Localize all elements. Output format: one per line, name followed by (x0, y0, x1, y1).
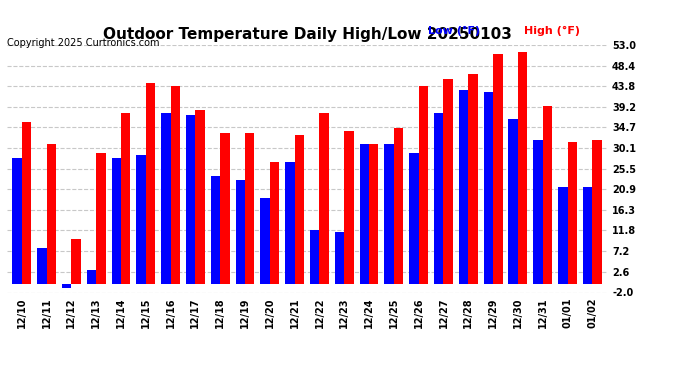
Bar (459, 90, 469, 284)
Bar (137, 155, 146, 284)
Bar (359, 144, 369, 284)
Bar (22, 122, 31, 284)
Bar (112, 158, 121, 284)
Bar (509, 119, 518, 284)
Bar (71, 238, 81, 284)
Bar (533, 140, 543, 284)
Bar (62, 284, 71, 288)
Text: Copyright 2025 Curtronics.com: Copyright 2025 Curtronics.com (7, 38, 159, 48)
Bar (434, 112, 444, 284)
Bar (335, 232, 344, 284)
Bar (469, 74, 477, 284)
Bar (220, 133, 230, 284)
Bar (270, 162, 279, 284)
Text: High (°F): High (°F) (524, 26, 580, 36)
Bar (170, 86, 180, 284)
Bar (96, 153, 106, 284)
Bar (146, 83, 155, 284)
Bar (186, 115, 195, 284)
Bar (319, 112, 329, 284)
Bar (583, 187, 592, 284)
Bar (518, 52, 527, 284)
Bar (121, 112, 130, 284)
Bar (211, 176, 220, 284)
Bar (310, 230, 319, 284)
Bar (419, 86, 428, 284)
Bar (295, 135, 304, 284)
Bar (235, 180, 245, 284)
Bar (592, 140, 602, 284)
Bar (195, 110, 205, 284)
Bar (37, 248, 47, 284)
Bar (369, 144, 379, 284)
Bar (543, 106, 552, 284)
Bar (260, 198, 270, 284)
Bar (484, 92, 493, 284)
Bar (409, 153, 419, 284)
Bar (161, 112, 170, 284)
Bar (12, 158, 22, 284)
Bar (344, 130, 354, 284)
Bar (558, 187, 567, 284)
Bar (245, 133, 255, 284)
Bar (444, 79, 453, 284)
Bar (384, 144, 394, 284)
Title: Outdoor Temperature Daily High/Low 20250103: Outdoor Temperature Daily High/Low 20250… (103, 27, 511, 42)
Bar (47, 144, 56, 284)
Bar (394, 128, 403, 284)
Text: Low (°F): Low (°F) (428, 26, 480, 36)
Bar (493, 54, 502, 284)
Bar (285, 162, 295, 284)
Bar (567, 142, 577, 284)
Bar (87, 270, 96, 284)
